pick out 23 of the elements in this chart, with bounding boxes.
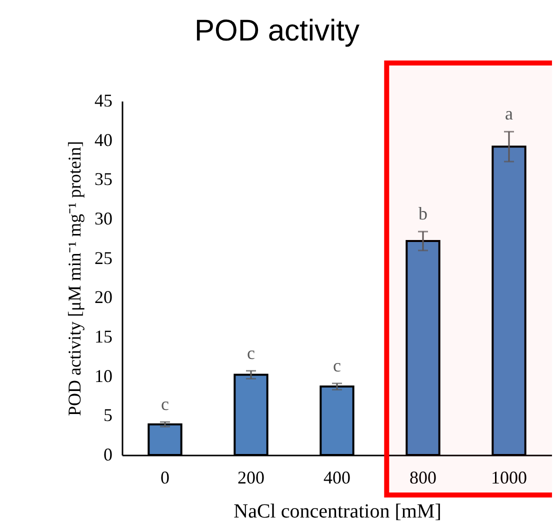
x-tick-label: 0 (160, 468, 170, 488)
annotation: c (247, 342, 255, 363)
y-tick-label: 0 (104, 444, 112, 464)
y-axis-title: POD activity [μM min⁻¹ mg⁻¹ protein] (64, 141, 84, 416)
chart-title: POD activity (194, 14, 360, 48)
y-tick-label: 10 (94, 366, 112, 386)
x-tick-label: 400 (324, 468, 350, 488)
y-tick-label: 20 (94, 287, 112, 308)
y-tick-label: 30 (94, 208, 112, 228)
y-tick-label: 40 (94, 130, 112, 150)
x-axis-title: NaCl concentration [mM] (234, 500, 442, 522)
x-tick-label: 800 (410, 468, 436, 488)
annotation: a (505, 104, 513, 124)
annotation: c (333, 355, 341, 376)
y-tick-label: 35 (94, 169, 112, 190)
y-tick-label: 25 (94, 248, 112, 268)
x-tick-label: 1000 (491, 468, 527, 488)
annotation: b (418, 204, 428, 224)
y-tick-label: 15 (94, 326, 112, 346)
y-tick-label: 45 (94, 90, 112, 110)
y-tick-label: 5 (104, 405, 112, 426)
x-tick-label: 200 (238, 468, 264, 488)
annotation: c (161, 394, 169, 414)
